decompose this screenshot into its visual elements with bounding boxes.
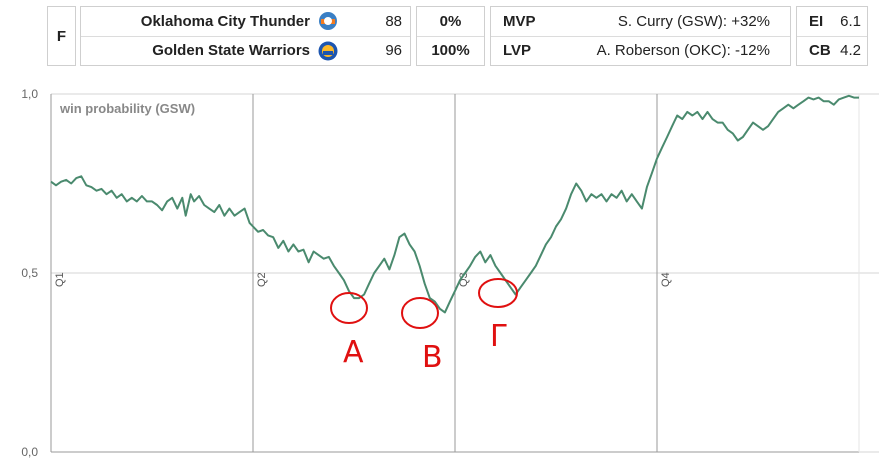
mvp-lvp-box: MVP S. Curry (GSW): +32% LVP A. Roberson… — [490, 6, 791, 66]
chart-title: win probability (GSW) — [59, 101, 195, 116]
ei-label: EI — [809, 13, 824, 30]
team-score-okc: 88 — [385, 13, 402, 30]
win-pct-box: 0% 100% — [416, 6, 485, 66]
mvp-value[interactable]: S. Curry (GSW): +32% — [617, 13, 770, 30]
quarter-labels: Q1 Q2 Q3 Q4 — [54, 272, 672, 287]
win-pct-row-okc: 0% — [417, 7, 484, 37]
y-tick-label: 0,0 — [21, 445, 38, 459]
mvp-row: MVP S. Curry (GSW): +32% — [491, 7, 790, 37]
cb-row: CB 4.2 — [797, 36, 867, 65]
team-name-gsw: Golden State Warriors — [152, 42, 310, 59]
chart-grid — [50, 93, 879, 453]
y-tick-label: 0,5 — [21, 266, 38, 280]
annotation-circle-b — [401, 297, 439, 329]
win-pct-row-gsw: 100% — [417, 36, 484, 65]
game-status: F — [56, 28, 67, 45]
mvp-label: MVP — [503, 13, 536, 30]
quarter-label: Q4 — [660, 272, 672, 287]
win-probability-line[interactable] — [50, 94, 859, 314]
ei-row: EI 6.1 — [797, 7, 867, 37]
win-probability-chart: 0,0 0,5 1,0 Q1 Q2 Q3 Q4 win probability (GSW)… — [21, 87, 879, 459]
okc-thunder-logo-icon — [319, 12, 337, 30]
cb-value: 4.2 — [840, 42, 861, 59]
annotation-layer — [330, 278, 518, 329]
ei-value: 6.1 — [840, 13, 861, 30]
win-pct-okc: 0% — [439, 13, 462, 30]
game-status-box: F — [47, 6, 76, 66]
y-axis-ticks: 0,0 0,5 1,0 — [21, 87, 38, 459]
win-pct-gsw: 100% — [431, 42, 470, 59]
annotation-label-b: B — [422, 340, 443, 375]
lvp-row: LVP A. Roberson (OKC): -12% — [491, 36, 790, 65]
annotation-circle-a — [330, 292, 368, 324]
team-row-okc[interactable]: Oklahoma City Thunder 88 — [81, 7, 410, 37]
quarter-label: Q1 — [54, 272, 66, 287]
team-score-gsw: 96 — [385, 42, 402, 59]
quarter-label: Q2 — [256, 272, 268, 287]
lvp-value[interactable]: A. Roberson (OKC): -12% — [596, 42, 770, 59]
annotation-label-a: A — [343, 335, 364, 370]
cb-label: CB — [809, 42, 831, 59]
ei-cb-box: EI 6.1 CB 4.2 — [796, 6, 868, 66]
gsw-warriors-logo-icon — [318, 41, 338, 61]
team-row-gsw[interactable]: Golden State Warriors 96 — [81, 36, 410, 65]
lvp-label: LVP — [503, 42, 532, 59]
y-tick-label: 1,0 — [21, 87, 38, 101]
teams-box: Oklahoma City Thunder 88 Golden State Wa… — [80, 6, 411, 66]
annotation-circle-g — [478, 278, 518, 308]
quarter-label: Q3 — [458, 272, 470, 287]
team-name-okc: Oklahoma City Thunder — [140, 13, 310, 30]
annotation-label-g: Γ — [490, 319, 507, 354]
